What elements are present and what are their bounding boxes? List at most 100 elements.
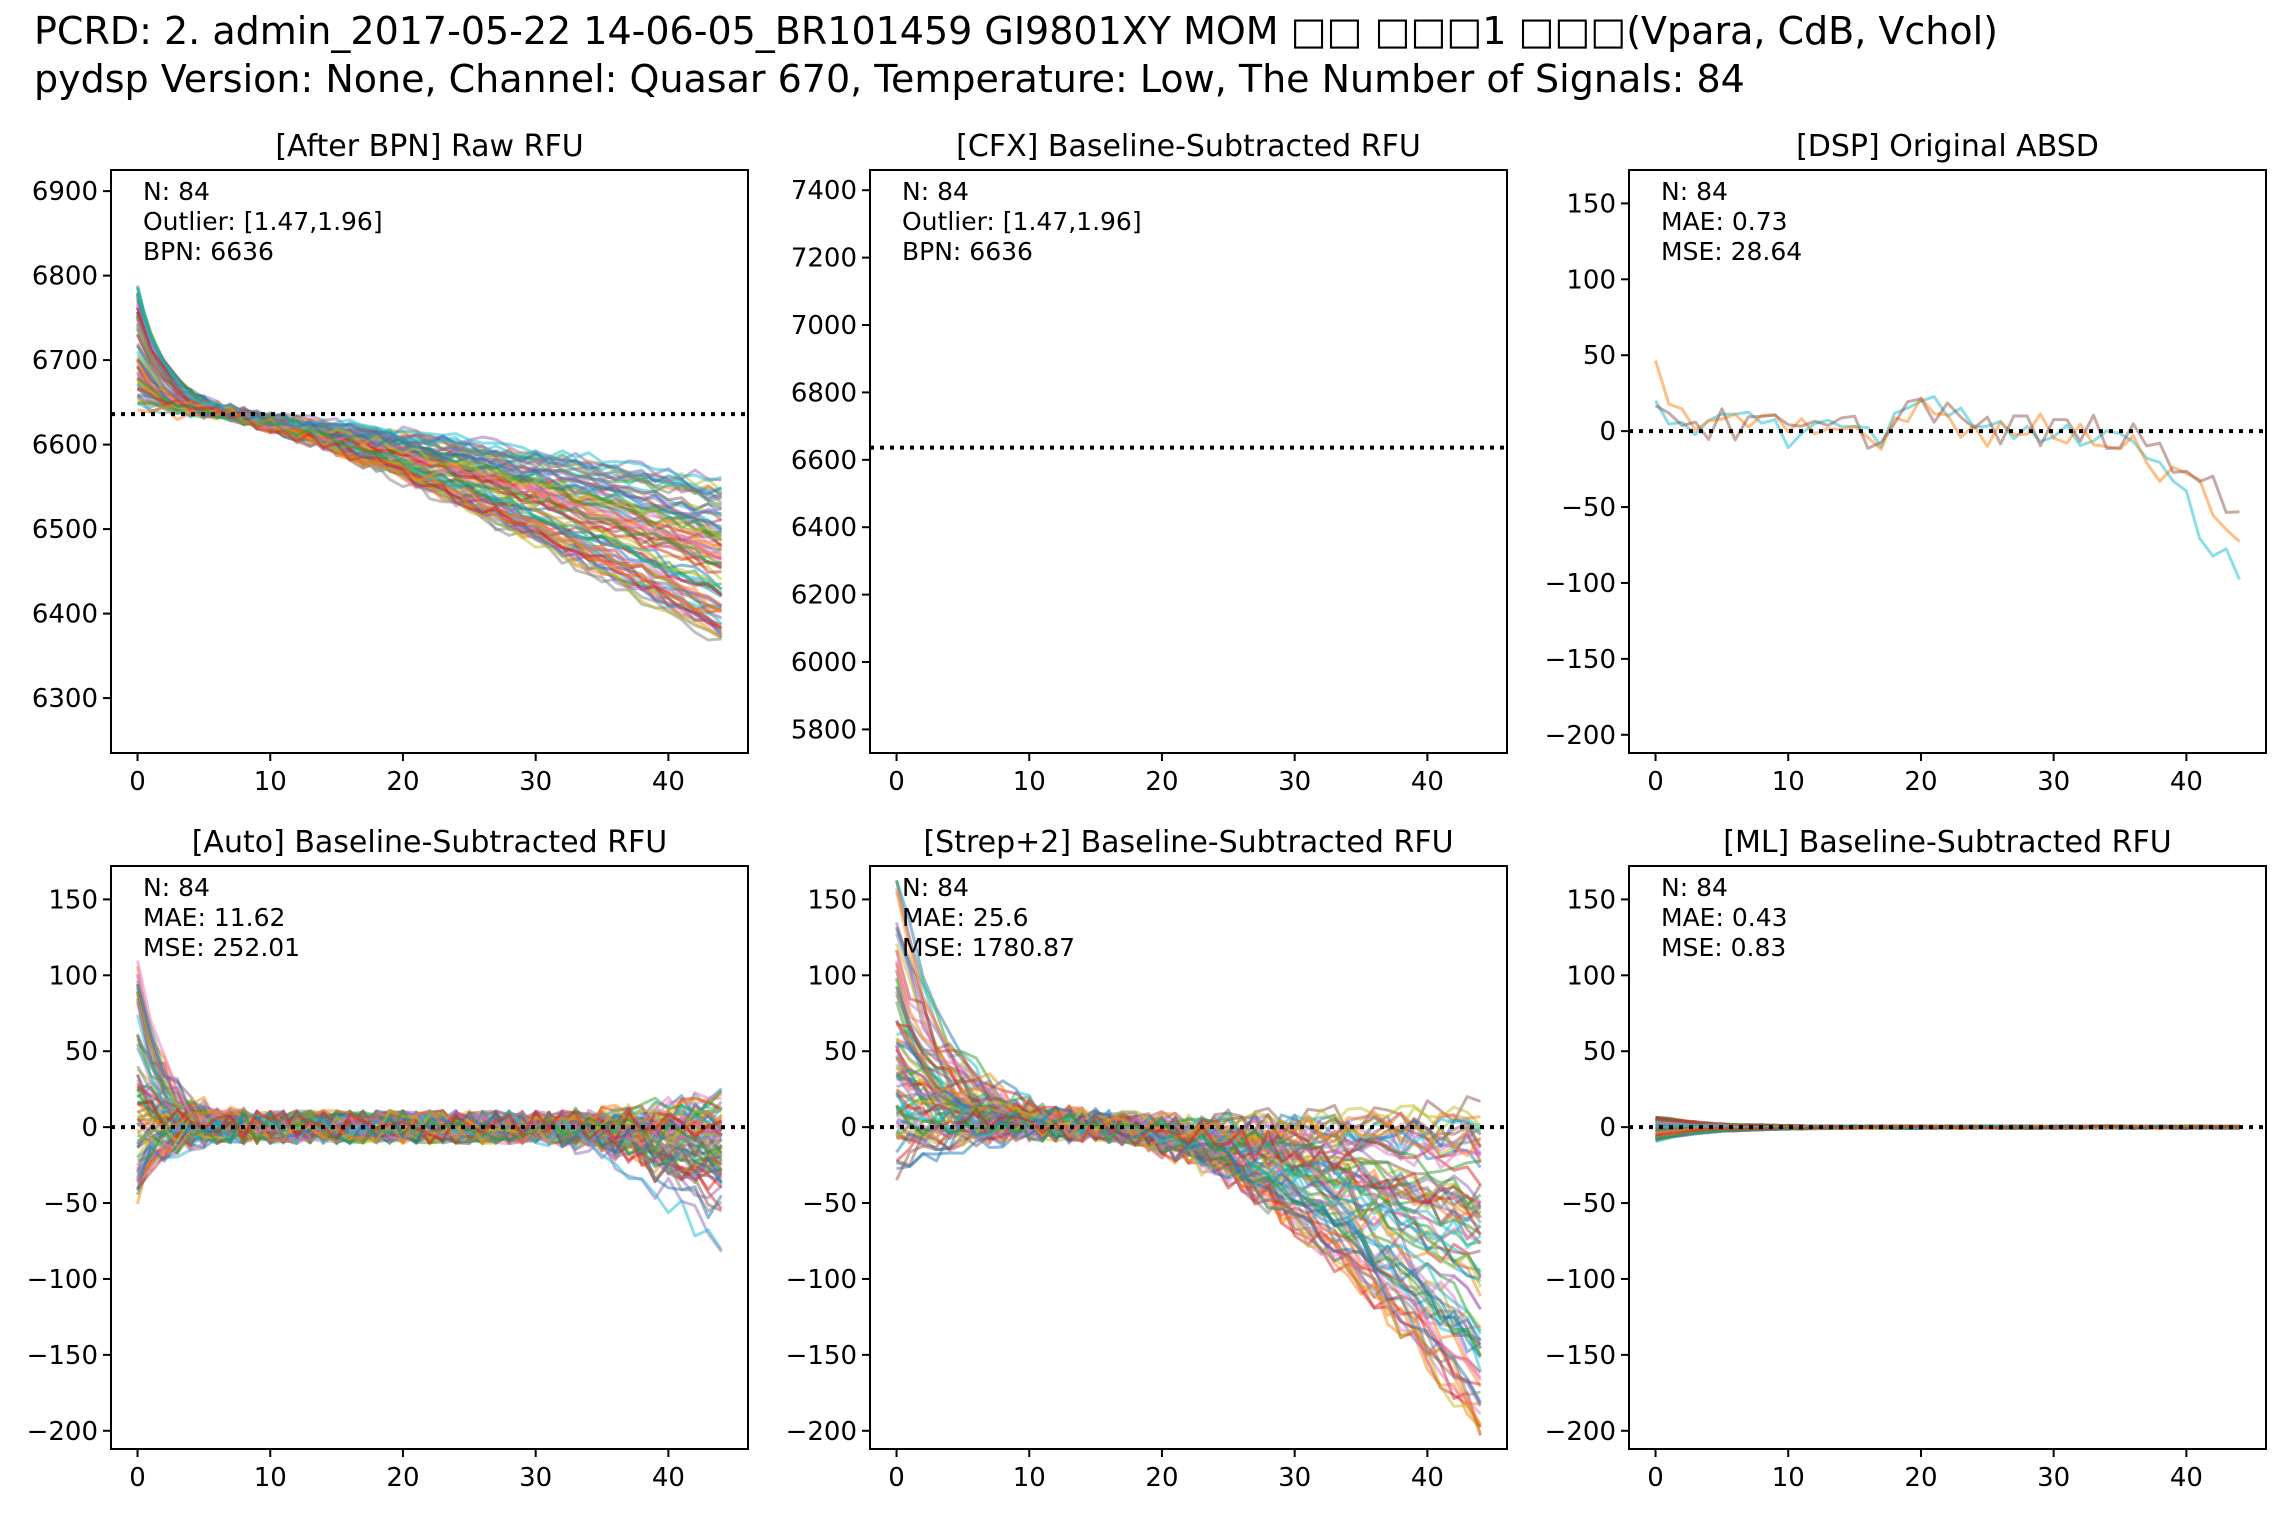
- y-tick-label: 0: [840, 1113, 857, 1143]
- y-tick-label: 150: [1566, 189, 1616, 219]
- panel-title: [After BPN] Raw RFU: [275, 129, 583, 164]
- y-tick-label: 6900: [32, 177, 98, 207]
- series-line: [1654, 397, 2240, 514]
- y-tick-label: 7000: [791, 311, 857, 341]
- x-tick-label: 30: [519, 767, 552, 797]
- x-tick-label: 30: [2037, 1463, 2070, 1493]
- panel-title: [CFX] Baseline-Subtracted RFU: [956, 129, 1421, 164]
- y-tick-label: 7200: [791, 244, 857, 274]
- y-tick-label: −150: [27, 1341, 98, 1371]
- x-tick-label: 0: [1647, 767, 1664, 797]
- x-tick-label: 40: [2170, 1463, 2203, 1493]
- axes-frame: [1628, 865, 2267, 1450]
- x-tick-label: 0: [1647, 1463, 1664, 1493]
- chart-panel-3: 0 10 20 30 40 −200 −150 −100 −50 0 50 100 150 [DSP] O…: [1545, 129, 2267, 797]
- y-tick-label: 6400: [791, 513, 857, 543]
- chart-panel-1: 0 10 20 30 40 6300 6400 6500 6600 6700 6800 6900 [Af…: [32, 129, 749, 797]
- series-line: [136, 316, 722, 503]
- series-line: [1654, 360, 2241, 543]
- axes-frame: [869, 169, 1508, 754]
- y-tick-label: 100: [1566, 265, 1616, 295]
- panel-annotation: MAE: 0.43: [1661, 903, 1788, 932]
- panel-annotation: BPN: 6636: [143, 237, 274, 266]
- x-tick-label: 40: [652, 767, 685, 797]
- y-tick-label: 6200: [791, 581, 857, 611]
- panel-title: [Auto] Baseline-Subtracted RFU: [192, 825, 668, 860]
- x-tick-label: 20: [1904, 1463, 1937, 1493]
- series-line: [895, 1040, 1481, 1397]
- panel-annotation: Outlier: [1.47,1.96]: [902, 207, 1142, 236]
- panel-annotation: N: 84: [1661, 873, 1728, 902]
- y-tick-label: −100: [27, 1265, 98, 1295]
- axes-frame: [110, 169, 749, 754]
- y-tick-label: −200: [1545, 1417, 1616, 1447]
- y-tick-label: −50: [1561, 1189, 1616, 1219]
- y-tick-label: −150: [786, 1341, 857, 1371]
- figure-title-line-1: PCRD: 2. admin_2017-05-22 14-06-05_BR101…: [34, 9, 1998, 53]
- chart-panel-2: 0 10 20 30 40 5800 6000 6200 6400 6600 6800 7000 720…: [791, 129, 1508, 797]
- y-tick-label: 0: [1599, 1113, 1616, 1143]
- x-tick-label: 40: [1411, 1463, 1444, 1493]
- y-tick-label: 50: [65, 1037, 98, 1067]
- y-tick-label: 6000: [791, 648, 857, 678]
- x-tick-label: 10: [254, 1463, 287, 1493]
- panel-annotation: N: 84: [143, 873, 210, 902]
- y-tick-label: −100: [1545, 1265, 1616, 1295]
- x-tick-label: 40: [652, 1463, 685, 1493]
- series-line: [895, 985, 1482, 1350]
- panel-annotation: Outlier: [1.47,1.96]: [143, 207, 383, 236]
- series-line: [895, 1041, 1482, 1359]
- y-tick-label: 150: [807, 885, 857, 915]
- y-tick-label: 100: [1566, 961, 1616, 991]
- y-tick-label: 6300: [32, 684, 98, 714]
- y-tick-label: 6600: [32, 431, 98, 461]
- y-tick-label: −100: [786, 1265, 857, 1295]
- panel-annotation: MSE: 0.83: [1661, 933, 1786, 962]
- y-tick-label: 6700: [32, 346, 98, 376]
- panel-annotation: MAE: 11.62: [143, 903, 285, 932]
- chart-panel-4: 0 10 20 30 40 −200 −150 −100 −50 0 50 100 150 [Auto] …: [27, 825, 749, 1493]
- series-group: [136, 285, 723, 642]
- figure-title-line-2: pydsp Version: None, Channel: Quasar 670…: [34, 57, 1745, 101]
- x-tick-label: 0: [888, 767, 905, 797]
- panel-annotation: MSE: 28.64: [1661, 237, 1802, 266]
- x-tick-label: 20: [386, 767, 419, 797]
- x-tick-label: 10: [254, 767, 287, 797]
- series-line: [895, 1091, 1482, 1206]
- y-tick-label: 6800: [791, 378, 857, 408]
- axes-frame: [110, 865, 749, 1450]
- panel-annotation: N: 84: [902, 177, 969, 206]
- panel-annotation: MAE: 25.6: [902, 903, 1029, 932]
- y-tick-label: −50: [43, 1189, 98, 1219]
- x-tick-label: 30: [2037, 767, 2070, 797]
- y-tick-label: −50: [1561, 493, 1616, 523]
- panel-annotation: N: 84: [1661, 177, 1728, 206]
- series-group: [895, 879, 1482, 1436]
- x-tick-label: 30: [1278, 767, 1311, 797]
- panel-annotation: MSE: 1780.87: [902, 933, 1075, 962]
- y-tick-label: 50: [824, 1037, 857, 1067]
- x-tick-label: 10: [1772, 767, 1805, 797]
- series-line: [136, 1108, 723, 1146]
- panel-annotation: MSE: 252.01: [143, 933, 300, 962]
- y-tick-label: 150: [1566, 885, 1616, 915]
- y-tick-label: 6800: [32, 262, 98, 292]
- y-tick-label: 0: [1599, 417, 1616, 447]
- series-line: [136, 1073, 723, 1253]
- x-tick-label: 0: [129, 1463, 146, 1493]
- series-line: [136, 386, 723, 630]
- y-tick-label: 6400: [32, 600, 98, 630]
- x-tick-label: 30: [519, 1463, 552, 1493]
- y-tick-label: −100: [1545, 569, 1616, 599]
- panel-title: [Strep+2] Baseline-Subtracted RFU: [923, 825, 1453, 860]
- panel-annotation: BPN: 6636: [902, 237, 1033, 266]
- y-tick-label: 50: [1583, 1037, 1616, 1067]
- chart-panel-6: 0 10 20 30 40 −200 −150 −100 −50 0 50 100 150 [ML] Ba…: [1545, 825, 2267, 1493]
- axes-frame: [869, 865, 1508, 1450]
- series-group: [136, 960, 723, 1253]
- series-line: [895, 926, 1482, 1148]
- y-tick-label: −50: [802, 1189, 857, 1219]
- x-tick-label: 10: [1013, 767, 1046, 797]
- x-tick-label: 0: [129, 767, 146, 797]
